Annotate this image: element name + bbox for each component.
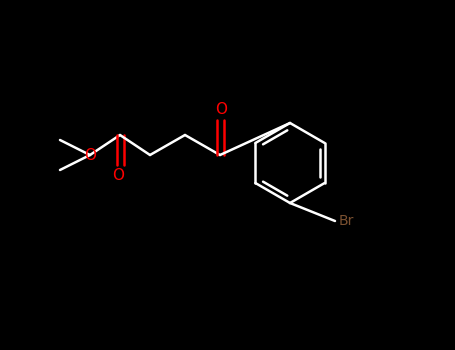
Text: O: O [215,102,227,117]
Text: O: O [84,147,96,162]
Text: Br: Br [339,214,354,228]
Text: O: O [112,168,124,183]
